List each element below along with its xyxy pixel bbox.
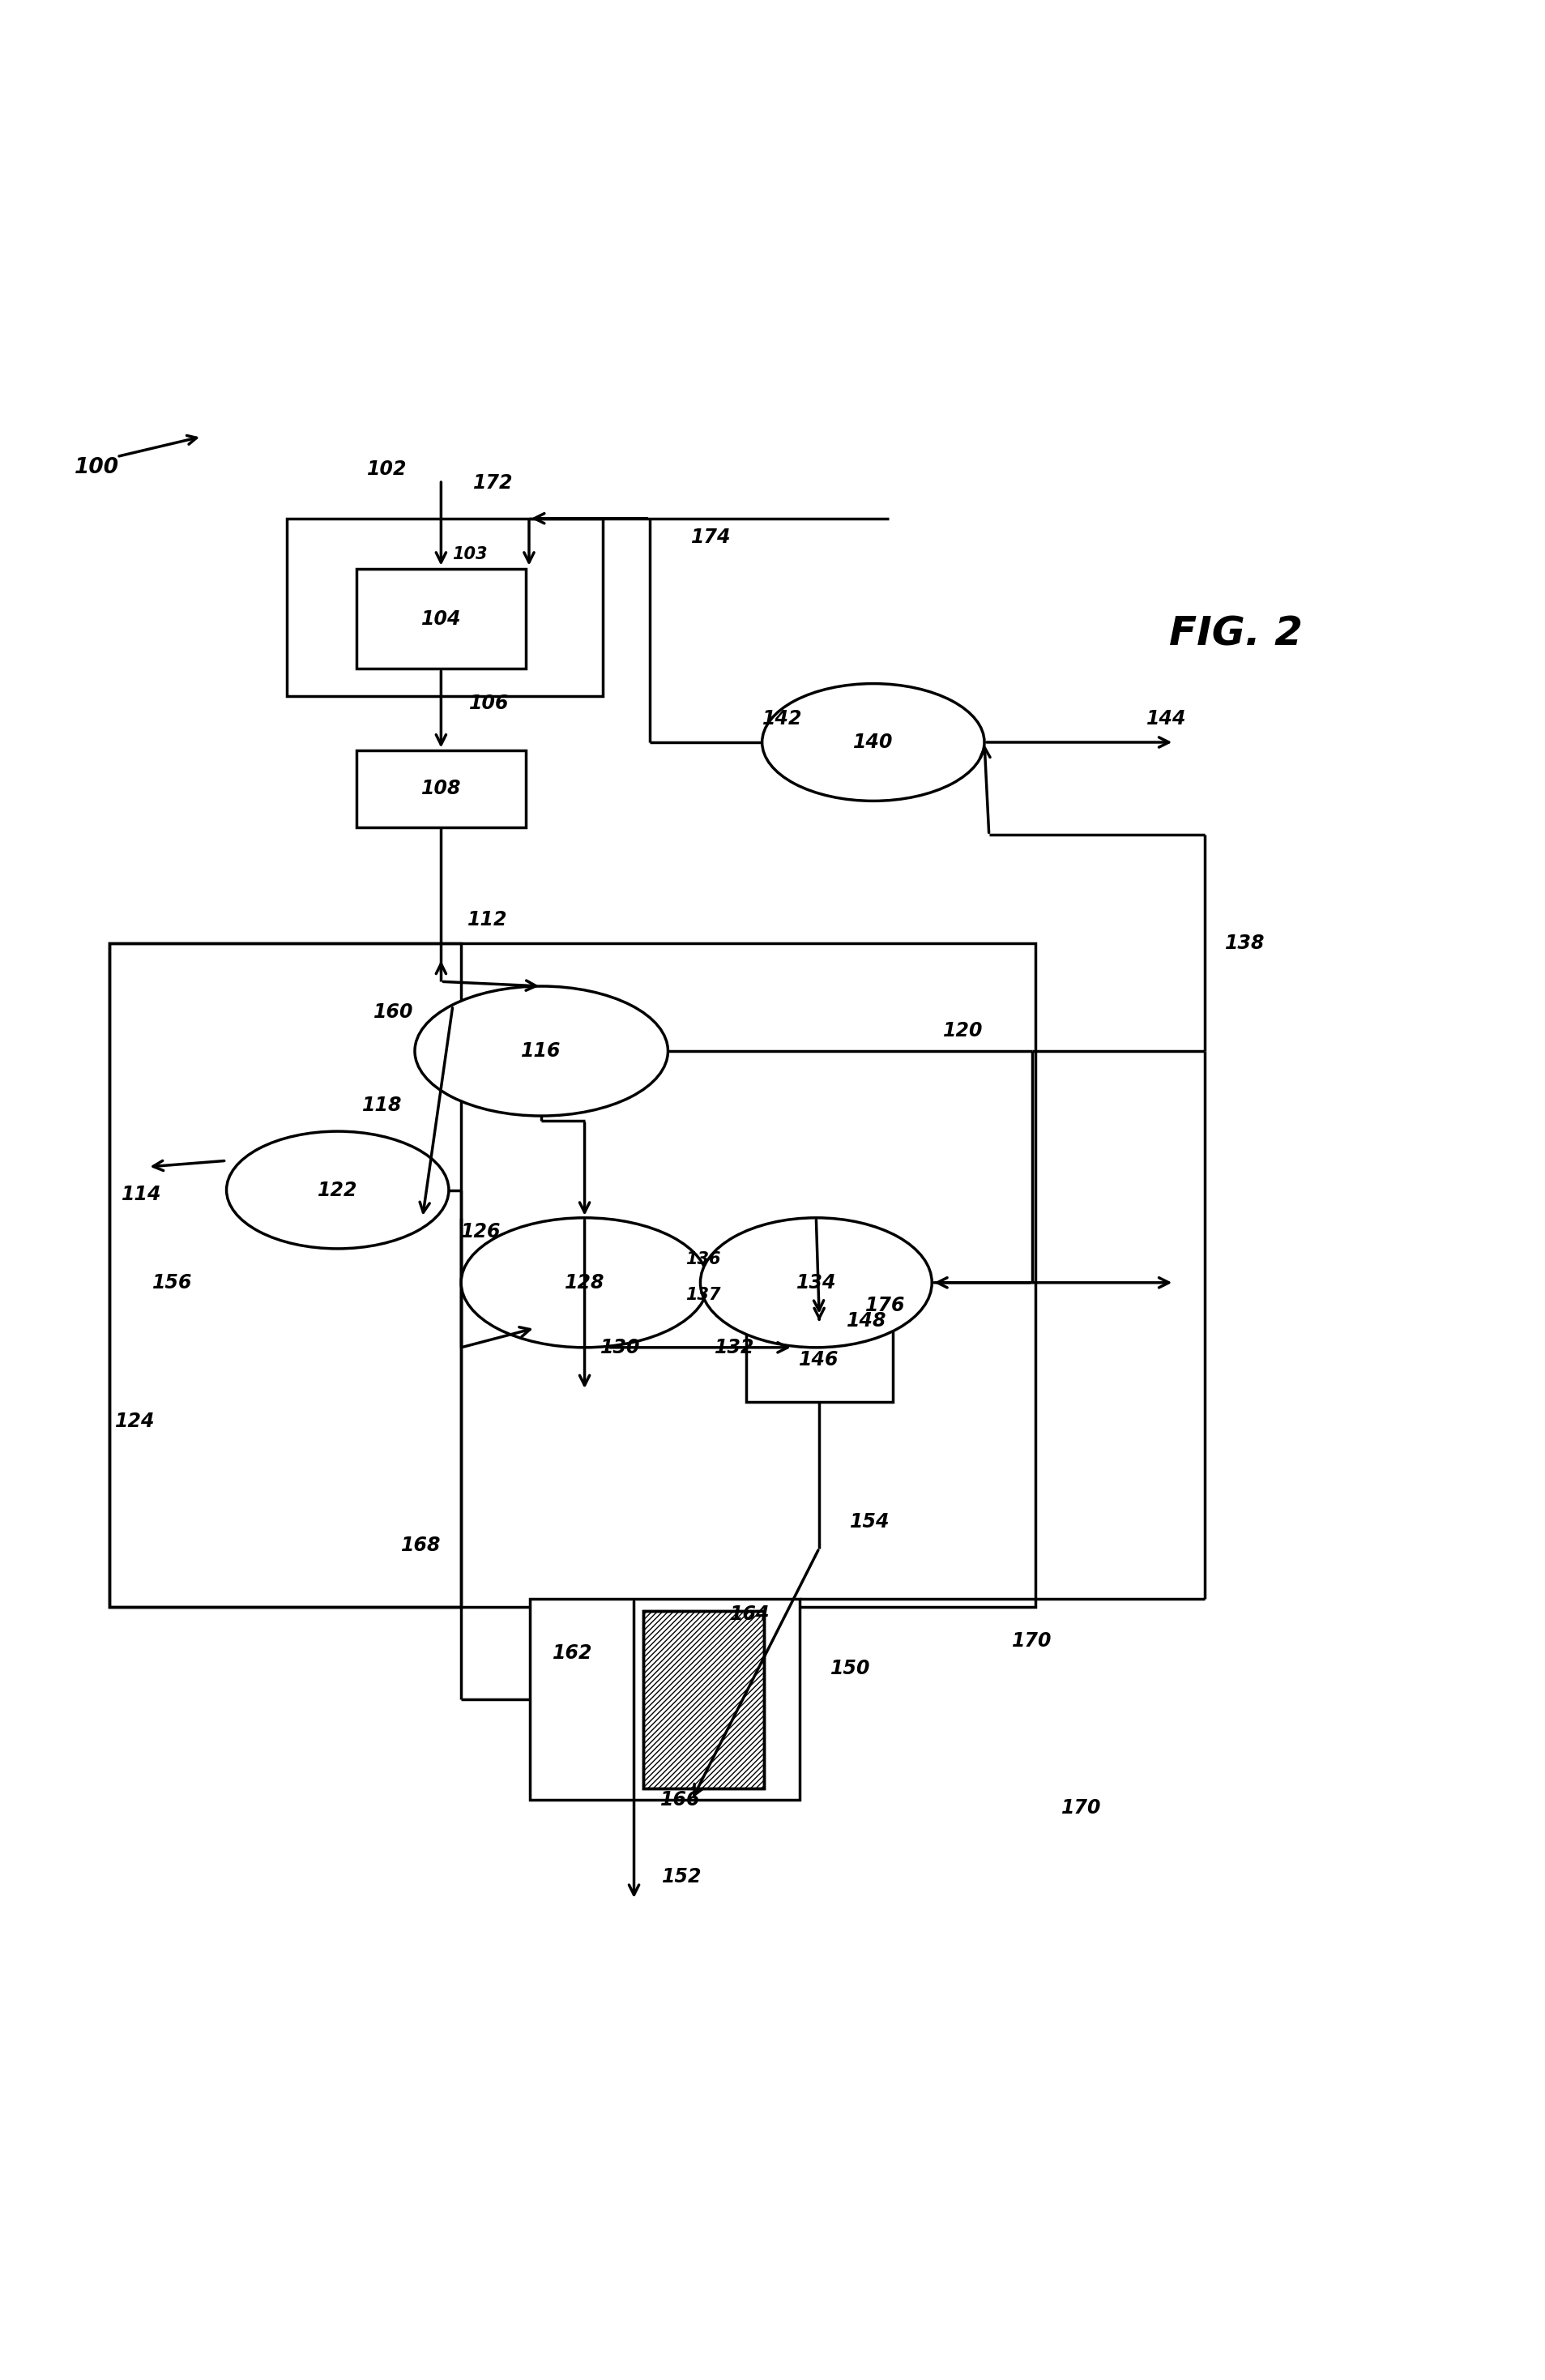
Text: 136: 136 [686, 1252, 720, 1269]
Text: 124: 124 [116, 1411, 156, 1430]
Text: 130: 130 [599, 1338, 640, 1357]
Text: 137: 137 [686, 1288, 720, 1304]
Text: 176: 176 [865, 1297, 905, 1316]
Ellipse shape [700, 1219, 932, 1347]
Bar [355, 750, 525, 828]
Bar [286, 519, 603, 695]
Bar [110, 942, 1035, 1607]
Text: 160: 160 [372, 1002, 413, 1021]
Text: 116: 116 [521, 1042, 561, 1061]
Bar [643, 1611, 763, 1787]
Text: 118: 118 [362, 1095, 402, 1114]
Text: 166: 166 [660, 1790, 700, 1809]
Text: 170: 170 [1061, 1797, 1102, 1818]
Text: 103: 103 [451, 545, 487, 562]
Text: 148: 148 [847, 1311, 887, 1330]
Text: 144: 144 [1146, 709, 1187, 728]
Text: 114: 114 [122, 1185, 162, 1204]
Bar [110, 942, 460, 1607]
Text: 138: 138 [1225, 933, 1265, 952]
Text: 156: 156 [153, 1273, 193, 1292]
Text: 132: 132 [714, 1338, 754, 1357]
Text: 126: 126 [460, 1221, 501, 1242]
Text: 106: 106 [468, 695, 508, 714]
Text: 164: 164 [729, 1604, 769, 1623]
Ellipse shape [414, 985, 667, 1116]
Text: 152: 152 [661, 1868, 701, 1887]
Text: 100: 100 [74, 457, 119, 478]
Text: 122: 122 [317, 1180, 357, 1200]
Text: 134: 134 [796, 1273, 836, 1292]
Bar [746, 1319, 891, 1402]
Text: 112: 112 [467, 909, 507, 931]
Ellipse shape [460, 1219, 708, 1347]
Bar [355, 569, 525, 669]
Bar [643, 1611, 763, 1787]
Text: 142: 142 [762, 709, 802, 728]
Text: 162: 162 [552, 1645, 592, 1664]
Text: 146: 146 [799, 1349, 839, 1368]
Text: 172: 172 [473, 474, 513, 493]
Text: 150: 150 [830, 1659, 870, 1678]
Text: 140: 140 [853, 733, 893, 752]
Bar [530, 1599, 799, 1799]
Ellipse shape [762, 683, 984, 802]
Text: 128: 128 [564, 1273, 604, 1292]
Text: FIG. 2: FIG. 2 [1168, 614, 1302, 655]
Text: 170: 170 [1012, 1630, 1052, 1652]
Text: 108: 108 [420, 778, 460, 797]
Text: 154: 154 [850, 1511, 890, 1533]
Text: 120: 120 [942, 1021, 983, 1040]
Text: 174: 174 [691, 528, 731, 547]
Ellipse shape [227, 1130, 448, 1250]
Text: 168: 168 [400, 1535, 440, 1554]
Text: 104: 104 [420, 609, 460, 628]
Text: 102: 102 [366, 459, 406, 478]
